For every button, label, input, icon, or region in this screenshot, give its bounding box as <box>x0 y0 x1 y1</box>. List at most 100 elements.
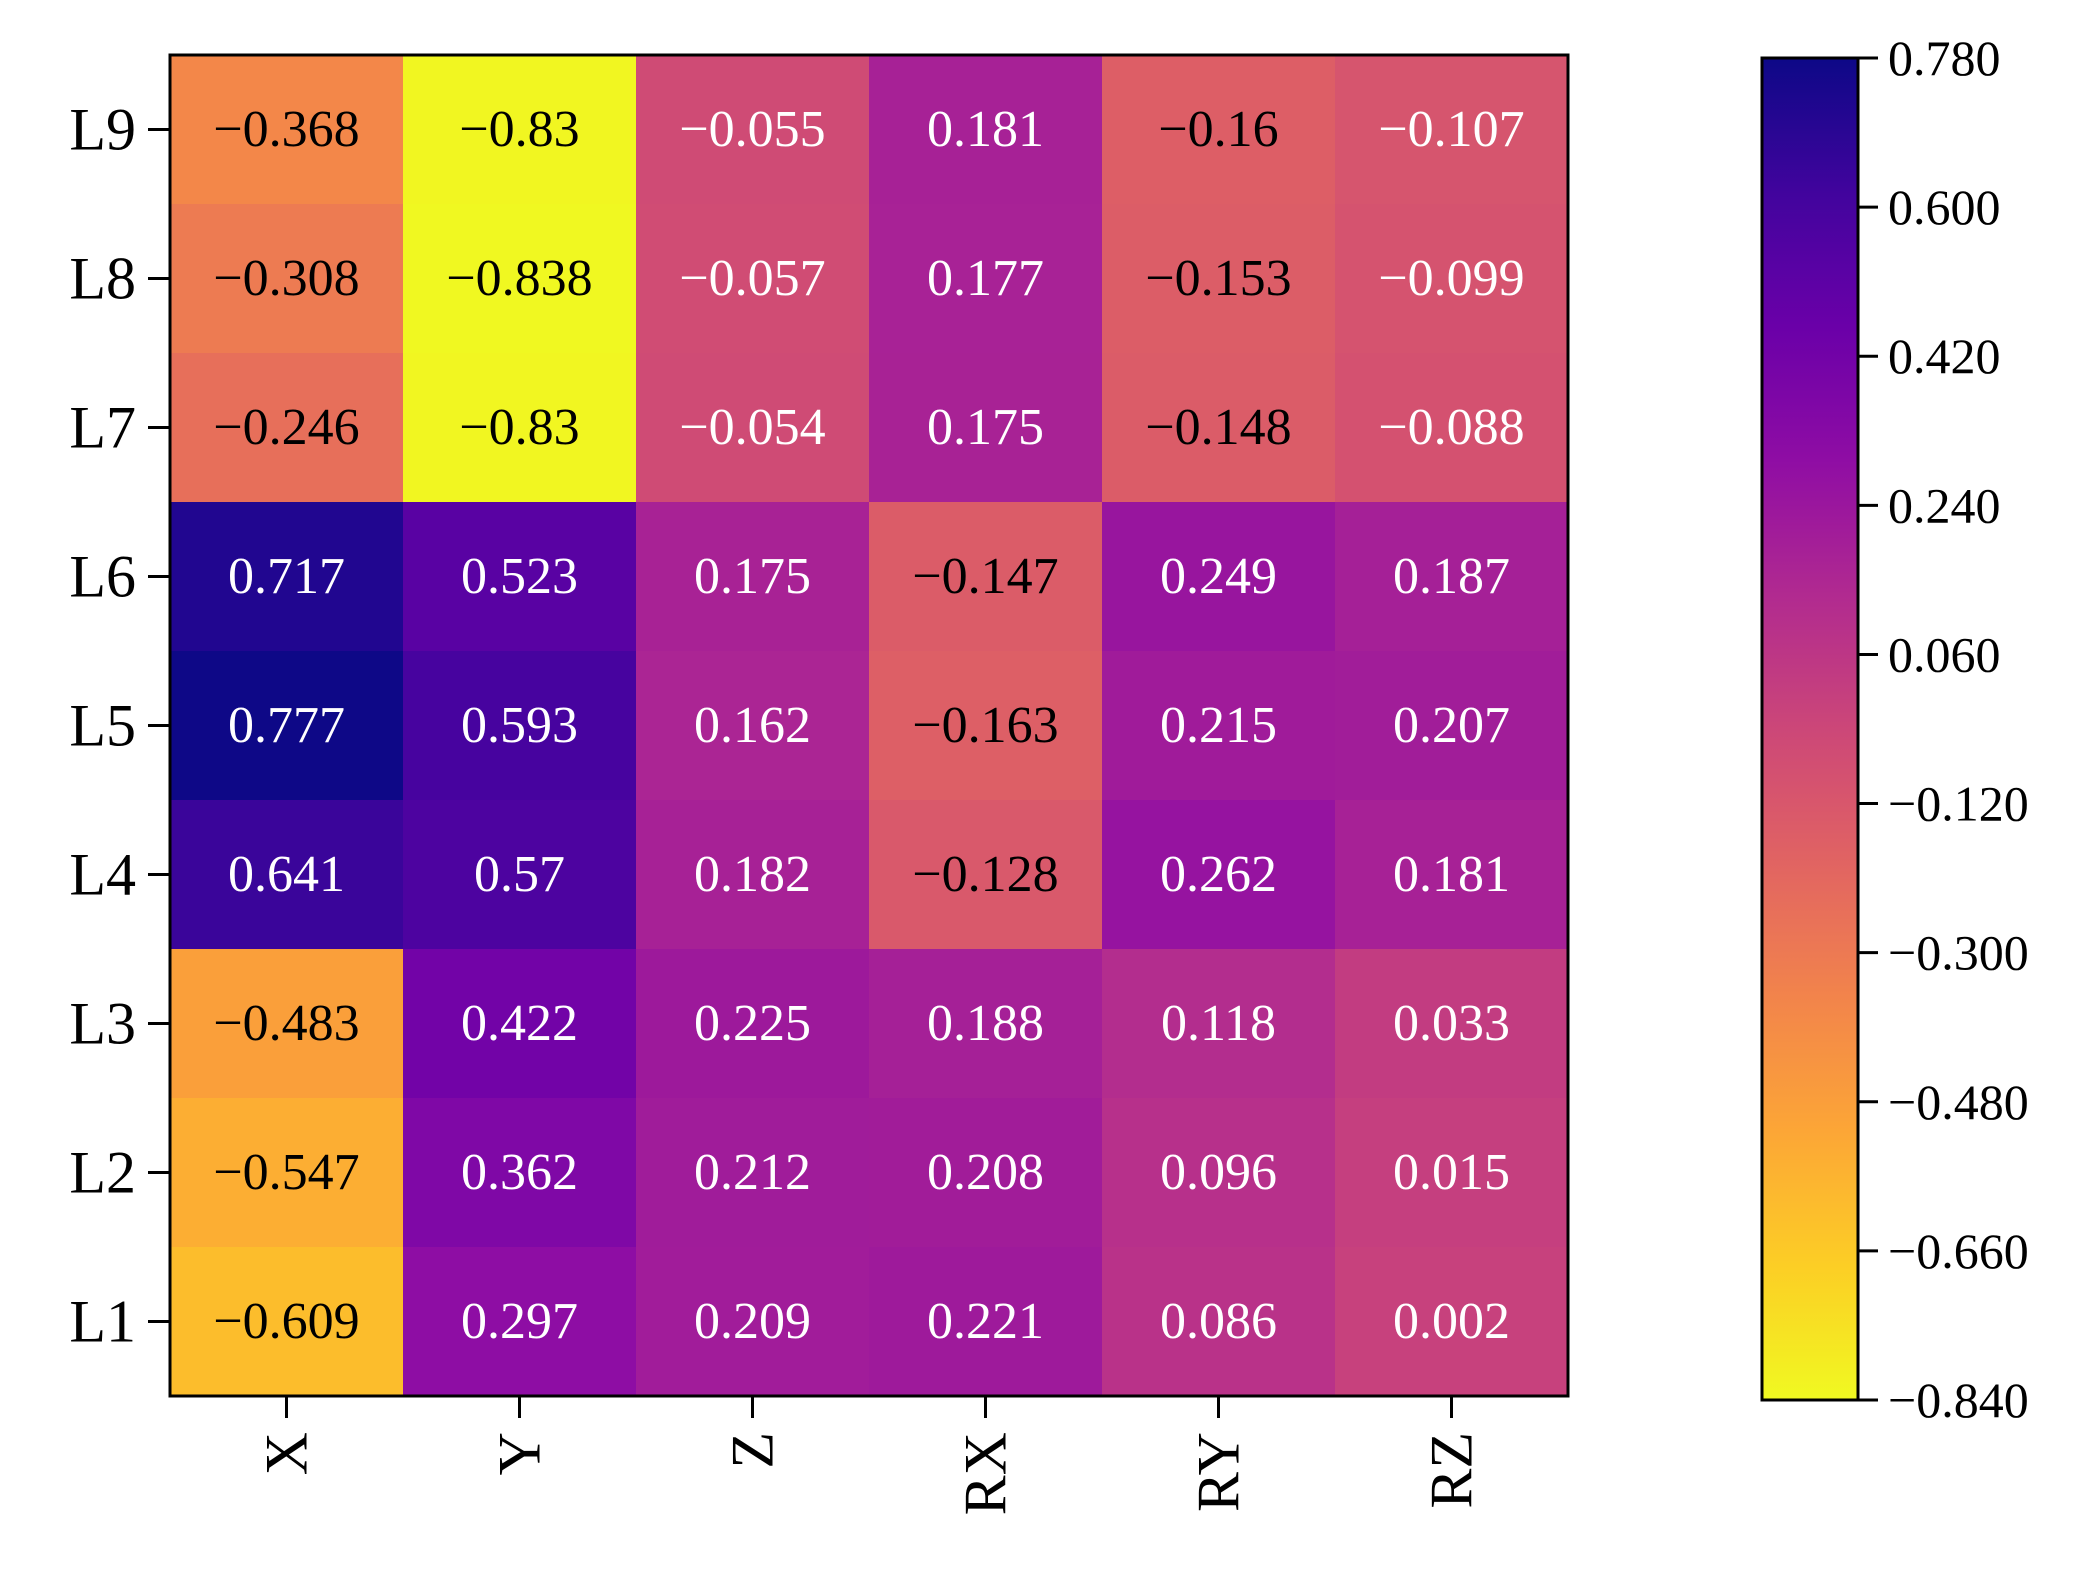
heatmap-cell <box>170 204 404 354</box>
x-tick-label: RX <box>953 1432 1019 1515</box>
cell-value-label: 0.188 <box>927 995 1044 1052</box>
heatmap-cell <box>869 502 1103 652</box>
cell-value-label: 0.181 <box>927 101 1044 158</box>
heatmap-cell <box>403 651 637 801</box>
cell-value-label: 0.182 <box>694 846 811 903</box>
y-tick-label: L6 <box>69 544 136 610</box>
cell-value-label: 0.118 <box>1161 995 1276 1052</box>
heatmap-cell <box>636 55 870 205</box>
heatmap-cell <box>1335 949 1569 1099</box>
cell-value-label: −0.83 <box>459 399 579 456</box>
cell-value-label: 0.033 <box>1393 995 1510 1052</box>
heatmap-cell <box>403 353 637 503</box>
y-tick-label: L8 <box>69 246 136 312</box>
colorbar-tick-label: 0.420 <box>1888 328 2001 384</box>
x-tick-label: Y <box>487 1432 553 1475</box>
cell-value-label: −0.83 <box>459 101 579 158</box>
heatmap-cell <box>869 949 1103 1099</box>
colorbar-tick-label: 0.060 <box>1888 626 2001 682</box>
x-tick-label: X <box>254 1432 320 1475</box>
heatmap-cell <box>636 204 870 354</box>
cell-value-label: 0.221 <box>927 1293 1044 1350</box>
heatmap-cell <box>869 1098 1103 1248</box>
colorbar-tick-label: 0.600 <box>1888 179 2001 235</box>
cell-value-label: −0.055 <box>679 101 825 158</box>
heatmap-cell <box>1335 1098 1569 1248</box>
y-tick-label: L7 <box>69 395 136 461</box>
cell-value-label: −0.148 <box>1145 399 1291 456</box>
heatmap-cell <box>869 55 1103 205</box>
cell-value-label: 0.593 <box>461 697 578 754</box>
cell-value-label: 0.187 <box>1393 548 1510 605</box>
cell-value-label: −0.838 <box>446 250 592 307</box>
cell-value-label: −0.308 <box>213 250 359 307</box>
heatmap-cell <box>1102 949 1336 1099</box>
heatmap-cell <box>170 651 404 801</box>
cell-value-label: −0.147 <box>912 548 1058 605</box>
cell-value-label: 0.262 <box>1160 846 1277 903</box>
cell-value-label: −0.128 <box>912 846 1058 903</box>
colorbar-gradient <box>1760 56 1860 1402</box>
heatmap-cell <box>170 800 404 950</box>
heatmap-cell <box>403 800 637 950</box>
y-tick-label: L9 <box>69 97 136 163</box>
heatmap-cell <box>1335 1247 1569 1397</box>
cell-value-label: −0.483 <box>213 995 359 1052</box>
cell-value-label: 0.015 <box>1393 1144 1510 1201</box>
heatmap-cell <box>636 949 870 1099</box>
heatmap-cell <box>403 55 637 205</box>
heatmap-cell <box>170 502 404 652</box>
colorbar: 0.780 0.600 0.420 0.240 0.060 −0.120 −0.300 −0.… <box>1760 30 2029 1428</box>
colorbar-tick-label: −0.120 <box>1888 776 2029 832</box>
cell-value-label: 0.225 <box>694 995 811 1052</box>
y-axis: L9 L8 L7 L6 L5 L4 L3 L2 L1 <box>69 97 170 1355</box>
heatmap-cell <box>403 502 637 652</box>
cell-value-label: −0.547 <box>213 1144 359 1201</box>
colorbar-tick-label: −0.480 <box>1888 1074 2029 1130</box>
cell-value-label: 0.249 <box>1160 548 1277 605</box>
x-tick-label: RY <box>1186 1432 1252 1512</box>
cell-value-label: 0.215 <box>1160 697 1277 754</box>
heatmap-cell <box>1102 204 1336 354</box>
cell-value-label: 0.181 <box>1393 846 1510 903</box>
heatmap-cell <box>636 1098 870 1248</box>
heatmap-cell <box>1102 651 1336 801</box>
colorbar-tick-label: 0.780 <box>1888 30 2001 86</box>
heatmap-cell <box>170 949 404 1099</box>
heatmap-cell <box>1102 1247 1336 1397</box>
cell-value-label: 0.362 <box>461 1144 578 1201</box>
heatmap-cell <box>1102 55 1336 205</box>
cell-value-label: −0.163 <box>912 697 1058 754</box>
y-tick-label: L4 <box>69 842 136 908</box>
y-tick-label: L2 <box>69 1140 136 1206</box>
cell-value-label: 0.175 <box>927 399 1044 456</box>
cell-value-label: −0.057 <box>679 250 825 307</box>
x-tick-label: Z <box>720 1432 786 1469</box>
heatmap-cell <box>170 55 404 205</box>
heatmap-cell <box>1335 502 1569 652</box>
heatmap-cell <box>1335 55 1569 205</box>
cell-value-label: −0.153 <box>1145 250 1291 307</box>
y-tick-label: L3 <box>69 991 136 1057</box>
cell-value-label: 0.297 <box>461 1293 578 1350</box>
heatmap-cells <box>170 55 1569 1397</box>
heatmap-cell <box>170 1247 404 1397</box>
heatmap-cell <box>1102 1098 1336 1248</box>
heatmap-cell <box>170 1098 404 1248</box>
colorbar-tick-label: −0.300 <box>1888 925 2029 981</box>
cell-value-label: −0.099 <box>1378 250 1524 307</box>
cell-value-label: 0.777 <box>228 697 345 754</box>
cell-value-label: 0.57 <box>474 846 565 903</box>
cell-value-label: 0.175 <box>694 548 811 605</box>
colorbar-tick-label: −0.840 <box>1888 1372 2029 1428</box>
heatmap-cell <box>403 949 637 1099</box>
heatmap-cell <box>869 800 1103 950</box>
heatmap-cell <box>869 651 1103 801</box>
cell-value-label: 0.523 <box>461 548 578 605</box>
x-tick-label: RZ <box>1419 1432 1485 1509</box>
y-tick-label: L5 <box>69 693 136 759</box>
cell-value-label: 0.717 <box>228 548 345 605</box>
cell-value-label: −0.368 <box>213 101 359 158</box>
cell-value-label: 0.162 <box>694 697 811 754</box>
